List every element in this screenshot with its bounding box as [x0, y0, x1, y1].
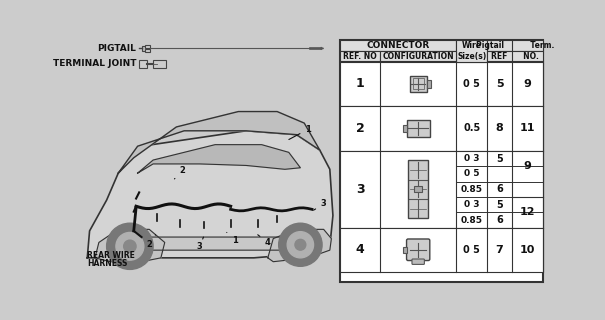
Bar — [340, 151, 543, 228]
Text: 6: 6 — [496, 215, 503, 225]
Bar — [413, 78, 423, 89]
Bar — [145, 44, 150, 48]
Bar — [403, 124, 407, 132]
Bar — [380, 51, 456, 61]
Text: CONNECTOR: CONNECTOR — [367, 41, 430, 50]
Bar — [340, 106, 543, 151]
Bar — [404, 247, 407, 253]
Text: 11: 11 — [520, 124, 535, 133]
Text: 7: 7 — [495, 245, 503, 255]
Text: 4: 4 — [258, 235, 271, 247]
Polygon shape — [87, 131, 333, 258]
Bar — [487, 51, 543, 61]
Text: PIGTAIL: PIGTAIL — [97, 44, 136, 53]
Text: 12: 12 — [520, 207, 535, 217]
Bar — [142, 46, 147, 51]
Bar — [487, 40, 543, 51]
Polygon shape — [137, 145, 300, 173]
Text: 0.85: 0.85 — [460, 216, 483, 225]
Text: REF      NO.: REF NO. — [491, 52, 539, 60]
Text: 0 5: 0 5 — [463, 245, 480, 255]
Polygon shape — [268, 229, 332, 262]
Text: CONFIGURATION: CONFIGURATION — [382, 52, 454, 60]
Text: 0 3: 0 3 — [464, 154, 479, 163]
Text: 5: 5 — [495, 79, 503, 89]
Text: 2: 2 — [146, 235, 155, 249]
Bar — [340, 51, 380, 61]
Text: REF. NO: REF. NO — [343, 52, 377, 60]
Circle shape — [287, 232, 313, 258]
Text: 10: 10 — [520, 245, 535, 255]
Text: 1: 1 — [356, 77, 364, 90]
Polygon shape — [114, 237, 320, 250]
Text: 6: 6 — [496, 184, 503, 194]
Text: 2: 2 — [174, 166, 186, 179]
Polygon shape — [118, 112, 320, 173]
Text: 1: 1 — [227, 232, 237, 245]
Text: 9: 9 — [523, 79, 531, 89]
Bar — [145, 49, 150, 52]
Text: REAR WIRE: REAR WIRE — [87, 251, 135, 260]
Text: 1: 1 — [289, 125, 311, 140]
Text: HARNESS: HARNESS — [87, 259, 128, 268]
Text: 0 5: 0 5 — [463, 79, 480, 89]
Text: 0.5: 0.5 — [463, 124, 480, 133]
Circle shape — [295, 239, 306, 250]
Bar — [410, 76, 427, 92]
Bar — [340, 228, 543, 272]
Text: 0 3: 0 3 — [464, 200, 479, 209]
Circle shape — [123, 240, 136, 252]
Circle shape — [116, 232, 144, 260]
Bar — [340, 61, 543, 106]
Bar — [456, 40, 487, 61]
Bar — [340, 40, 543, 283]
FancyBboxPatch shape — [407, 239, 430, 260]
Text: 8: 8 — [495, 124, 503, 133]
Text: 3: 3 — [356, 183, 364, 196]
Bar — [153, 60, 166, 68]
Text: 2: 2 — [356, 122, 364, 135]
Circle shape — [106, 223, 153, 269]
Polygon shape — [95, 229, 165, 262]
Text: 5: 5 — [496, 154, 503, 164]
Text: 4: 4 — [356, 243, 364, 256]
Text: 3: 3 — [313, 199, 327, 210]
Bar — [139, 60, 147, 68]
Text: 0 5: 0 5 — [464, 169, 479, 179]
Text: 5: 5 — [496, 200, 503, 210]
FancyBboxPatch shape — [412, 259, 424, 264]
Bar — [340, 40, 456, 51]
Text: 9: 9 — [523, 161, 531, 171]
Bar — [427, 80, 431, 88]
Bar — [407, 120, 430, 137]
Text: 0.85: 0.85 — [460, 185, 483, 194]
Circle shape — [279, 223, 322, 266]
Bar — [414, 186, 422, 192]
Bar — [408, 160, 428, 218]
Text: 3: 3 — [197, 237, 203, 251]
Text: TERMINAL JOINT: TERMINAL JOINT — [53, 59, 136, 68]
Text: Wire
Size(s): Wire Size(s) — [457, 41, 486, 61]
Text: Pigtail          Term.: Pigtail Term. — [476, 41, 554, 50]
